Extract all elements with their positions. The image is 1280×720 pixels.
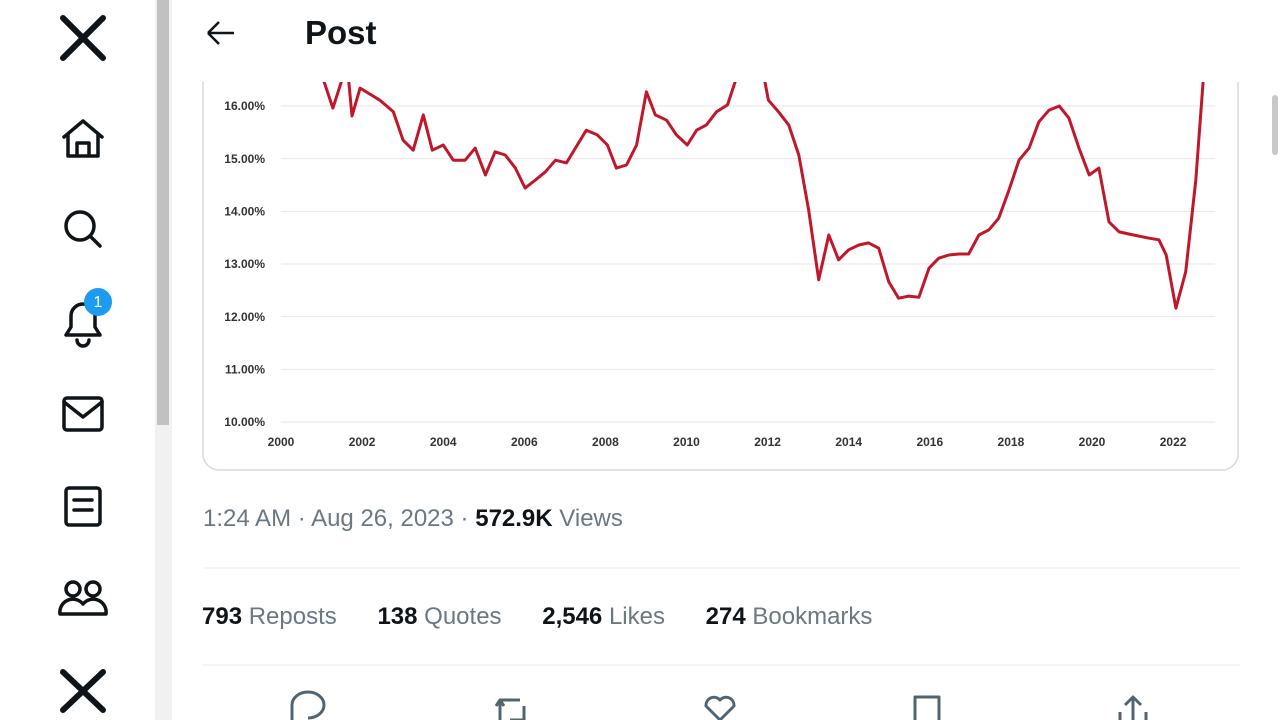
separator: · — [460, 505, 469, 532]
premium-logo[interactable] — [60, 669, 106, 713]
stat-label: Quotes — [424, 603, 502, 630]
separator: · — [297, 505, 306, 532]
like-button[interactable] — [704, 695, 736, 720]
stat-count: 274 — [705, 603, 746, 630]
view-count: 572.9K — [475, 505, 553, 532]
x-tick-label: 2000 — [268, 435, 295, 449]
stat-count: 138 — [377, 603, 418, 630]
stat-label: Reposts — [248, 603, 337, 630]
messages-icon[interactable] — [62, 396, 104, 432]
x-tick-label: 2012 — [754, 435, 781, 449]
post-date: Aug 26, 2023 — [311, 505, 454, 532]
post-stats: 793 Reposts 138 Quotes 2,546 Likes 274 B… — [202, 603, 906, 631]
post-meta: 1:24 AM · Aug 26, 2023 · 572.9K Views — [203, 505, 623, 533]
x-tick-label: 2004 — [430, 435, 457, 449]
chart-plot: 10.00% 11.00% 12.00% 13.00% 14.00% 15.00% 16.0… — [224, 82, 1215, 449]
back-button[interactable] — [207, 21, 234, 45]
communities-icon[interactable] — [58, 580, 108, 616]
post-time: 1:24 AM — [203, 505, 292, 532]
lists-icon[interactable] — [64, 486, 102, 527]
share-button[interactable] — [1118, 695, 1148, 720]
y-tick-label: 16.00% — [224, 99, 265, 113]
stat-label: Likes — [608, 603, 665, 630]
stat-count: 793 — [202, 603, 243, 630]
x-tick-label: 2016 — [916, 435, 943, 449]
x-tick-label: 2010 — [673, 435, 700, 449]
search-icon[interactable] — [64, 210, 102, 248]
stat-label: Bookmarks — [752, 603, 873, 630]
badge-count: 1 — [94, 294, 103, 311]
y-tick-label: 10.00% — [224, 415, 265, 429]
home-icon[interactable] — [62, 119, 104, 158]
x-tick-label: 2002 — [349, 435, 376, 449]
y-tick-label: 11.00% — [225, 363, 265, 377]
x-tick-label: 2006 — [511, 435, 538, 449]
y-tick-label: 12.00% — [224, 310, 265, 324]
repost-button[interactable] — [494, 698, 526, 720]
likes-stat[interactable]: 2,546 Likes — [542, 603, 665, 630]
scrollbar-thumb[interactable] — [157, 0, 169, 425]
reply-button[interactable] — [290, 690, 326, 720]
x-tick-label: 2020 — [1079, 435, 1106, 449]
bookmarks-stat[interactable]: 274 Bookmarks — [706, 603, 873, 630]
reposts-stat[interactable]: 793 Reposts — [202, 603, 337, 630]
x-tick-label: 2022 — [1160, 435, 1187, 449]
x-tick-label: 2014 — [835, 435, 862, 449]
quotes-stat[interactable]: 138 Quotes — [377, 603, 501, 630]
y-tick-label: 15.00% — [224, 152, 265, 166]
y-tick-label: 13.00% — [224, 257, 265, 271]
header-bar — [172, 0, 1280, 82]
bookmark-button[interactable] — [913, 695, 941, 720]
header-title: Post — [305, 14, 377, 51]
image-card — [202, 39, 1239, 471]
views-label: Views — [559, 505, 623, 532]
data-line — [322, 82, 1205, 310]
notification-badge — [84, 288, 112, 316]
x-logo[interactable] — [60, 15, 106, 61]
stat-count: 2,546 — [542, 603, 603, 630]
y-tick-label: 14.00% — [224, 204, 265, 218]
page-scrollbar[interactable] — [1272, 95, 1278, 155]
x-tick-label: 2008 — [592, 435, 619, 449]
x-tick-label: 2018 — [998, 435, 1025, 449]
